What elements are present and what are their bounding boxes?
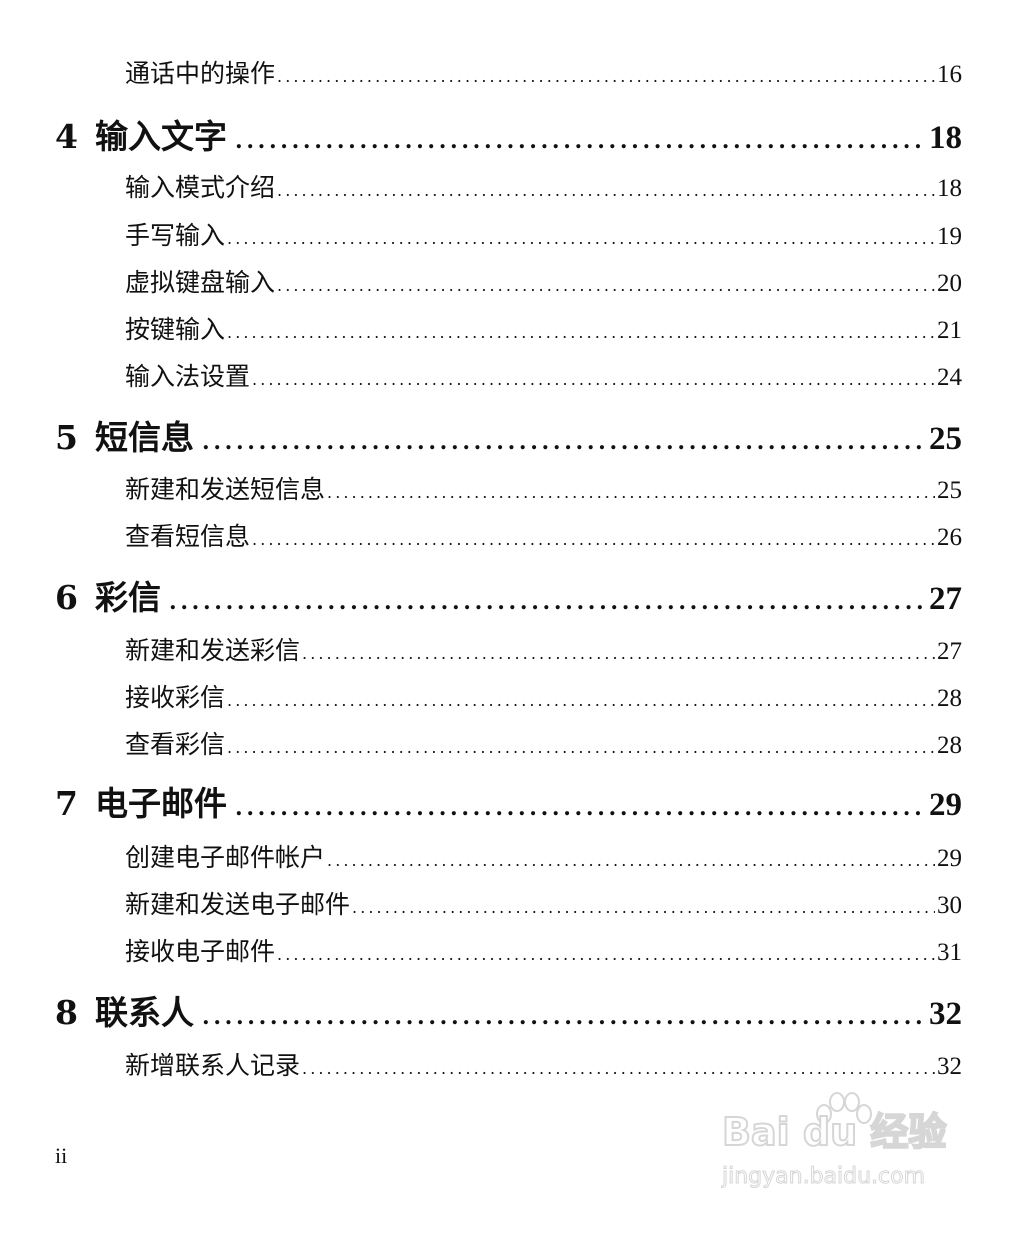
toc-section-entry[interactable]: 输入模式介绍 18 — [125, 172, 962, 207]
entry-page-number: 29 — [937, 845, 962, 872]
dot-leader — [227, 682, 935, 717]
entry-page-number: 21 — [937, 317, 962, 344]
dot-leader — [327, 842, 935, 877]
entry-title: 新建和发送电子邮件 — [125, 890, 351, 919]
dot-leader — [227, 220, 935, 255]
entry-page-number: 27 — [929, 581, 962, 617]
toc-chapter-entry[interactable]: 4 输入文字 18 — [55, 116, 962, 162]
dot-leader — [252, 521, 935, 556]
dot-leader — [252, 361, 935, 396]
entry-title: 接收彩信 — [125, 683, 226, 712]
entry-title: 按键输入 — [125, 315, 226, 344]
chapter-number: 5 — [55, 418, 78, 457]
entry-title: 输入模式介绍 — [125, 173, 276, 202]
dot-leader — [227, 729, 935, 764]
entry-title: 输入法设置 — [125, 362, 251, 391]
chapter-number: 4 — [55, 117, 78, 156]
dot-leader — [227, 314, 935, 349]
entry-title: 电子邮件 — [95, 784, 227, 823]
entry-page-number: 25 — [929, 421, 962, 457]
entry-page-number: 28 — [937, 732, 962, 759]
entry-title: 虚拟键盘输入 — [125, 268, 276, 297]
chapter-number: 7 — [55, 784, 78, 823]
toc-section-entry[interactable]: 按键输入 21 — [125, 314, 962, 349]
entry-page-number: 18 — [929, 120, 962, 156]
dot-leader — [277, 936, 935, 971]
dot-leader — [202, 992, 927, 1038]
dot-leader — [277, 58, 935, 93]
entry-page-number: 28 — [937, 685, 962, 712]
entry-page-number: 19 — [937, 223, 962, 250]
entry-page-number: 25 — [937, 477, 962, 504]
toc-section-entry[interactable]: 新建和发送电子邮件 30 — [125, 889, 962, 924]
entry-title: 接收电子邮件 — [125, 937, 276, 966]
entry-title: 创建电子邮件帐户 — [125, 843, 326, 872]
dot-leader — [277, 267, 935, 302]
dot-leader — [235, 783, 927, 829]
entry-title: 新建和发送短信息 — [125, 475, 326, 504]
toc-section-entry[interactable]: 查看短信息 26 — [125, 521, 962, 556]
entry-page-number: 30 — [937, 892, 962, 919]
entry-title: 查看彩信 — [125, 730, 226, 759]
chapter-number: 8 — [55, 993, 78, 1032]
toc-chapter-entry[interactable]: 6 彩信 27 — [55, 577, 962, 623]
toc-section-entry[interactable]: 输入法设置 24 — [125, 361, 962, 396]
entry-page-number: 32 — [937, 1053, 962, 1080]
toc-chapter-entry[interactable]: 8 联系人 32 — [55, 992, 962, 1038]
toc-section-entry[interactable]: 创建电子邮件帐户 29 — [125, 842, 962, 877]
dot-leader — [352, 889, 935, 924]
dot-leader — [327, 474, 935, 509]
entry-title: 短信息 — [95, 418, 194, 457]
entry-title: 新建和发送彩信 — [125, 636, 301, 665]
entry-page-number: 20 — [937, 270, 962, 297]
baidu-watermark-logo: Bai du 经验 jingyan.baidu.com — [721, 1092, 982, 1204]
dot-leader — [302, 635, 935, 670]
toc-section-entry[interactable]: 新增联系人记录 32 — [125, 1050, 962, 1085]
entry-title: 输入文字 — [95, 117, 227, 156]
toc-section-entry[interactable]: 虚拟键盘输入 20 — [125, 267, 962, 302]
entry-title: 手写输入 — [125, 221, 226, 250]
dot-leader — [277, 172, 935, 207]
toc-chapter-entry[interactable]: 5 短信息 25 — [55, 417, 962, 463]
watermark-brand: Bai du 经验 — [721, 1109, 947, 1155]
entry-page-number: 32 — [929, 996, 962, 1032]
entry-page-number: 27 — [937, 638, 962, 665]
entry-page-number: 24 — [937, 364, 962, 391]
entry-page-number: 26 — [937, 524, 962, 551]
entry-title: 查看短信息 — [125, 522, 251, 551]
entry-page-number: 29 — [929, 787, 962, 823]
entry-title: 通话中的操作 — [125, 59, 276, 88]
toc-section-entry[interactable]: 查看彩信 28 — [125, 729, 962, 764]
toc-section-entry[interactable]: 接收彩信 28 — [125, 682, 962, 717]
toc-section-entry[interactable]: 新建和发送彩信 27 — [125, 635, 962, 670]
toc-section-entry[interactable]: 接收电子邮件 31 — [125, 936, 962, 971]
entry-title: 新增联系人记录 — [125, 1051, 301, 1080]
toc-section-entry[interactable]: 手写输入 19 — [125, 220, 962, 255]
entry-page-number: 31 — [937, 939, 962, 966]
watermark-url: jingyan.baidu.com — [721, 1164, 926, 1190]
entry-page-number: 16 — [937, 61, 962, 88]
dot-leader — [302, 1050, 935, 1085]
chapter-number: 6 — [55, 578, 78, 617]
entry-page-number: 18 — [937, 175, 962, 202]
paw-icon — [816, 1092, 872, 1124]
dot-leader — [169, 577, 927, 623]
dot-leader — [235, 116, 927, 162]
page-number: ii — [55, 1143, 68, 1168]
entry-title: 彩信 — [95, 578, 161, 617]
entry-title: 联系人 — [95, 993, 194, 1032]
toc-section-entry[interactable]: 新建和发送短信息 25 — [125, 474, 962, 509]
toc-section-entry[interactable]: 通话中的操作 16 — [125, 58, 962, 93]
toc-chapter-entry[interactable]: 7 电子邮件 29 — [55, 783, 962, 829]
dot-leader — [202, 417, 927, 463]
